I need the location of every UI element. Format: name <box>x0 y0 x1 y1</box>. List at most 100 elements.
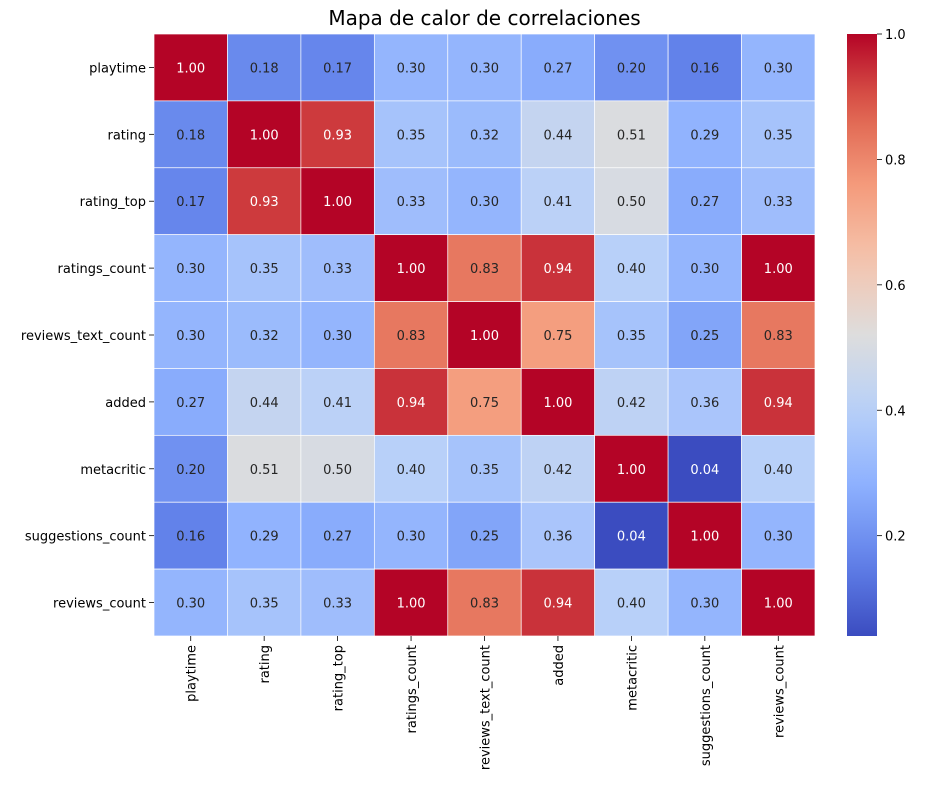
cell-value-label-7-5: 0.36 <box>543 530 572 545</box>
heatmap-cell-2-1 <box>227 167 302 236</box>
heatmap-cell-7-4 <box>447 501 522 570</box>
heatmap-cell-5-7 <box>667 368 742 436</box>
heatmap-cell-5-5 <box>520 368 596 436</box>
heatmap-cell-1-5 <box>520 100 596 169</box>
cell-value-label-0-4: 0.30 <box>470 61 499 76</box>
cell-value-label-0-8: 0.30 <box>764 61 793 76</box>
heatmap-cell-3-0 <box>153 234 228 302</box>
heatmap-cell-1-0 <box>153 100 228 169</box>
heatmap-cell-1-3 <box>373 100 449 169</box>
cell-value-label-6-4: 0.35 <box>470 463 499 478</box>
colorbar-tick-label-3: 0.8 <box>885 153 906 168</box>
colorbar-tick-label-2: 0.6 <box>885 279 906 294</box>
heatmap-cell-2-6 <box>594 167 669 236</box>
cell-value-label-4-2: 0.30 <box>323 329 352 344</box>
column-label-reviews_text_count: reviews_text_count <box>479 645 494 770</box>
cell-value-label-2-0: 0.17 <box>176 195 205 210</box>
heatmap-cell-0-1 <box>227 33 302 102</box>
cell-value-label-0-1: 0.18 <box>250 61 279 76</box>
row-label-playtime: playtime <box>89 61 146 76</box>
cell-value-label-5-1: 0.44 <box>250 396 279 411</box>
cell-value-label-2-6: 0.50 <box>617 195 646 210</box>
heatmap-cell-2-0 <box>153 167 228 236</box>
heatmap-cell-8-3 <box>373 568 449 637</box>
heatmap-cell-5-4 <box>447 368 522 436</box>
column-label-added: added <box>552 645 567 686</box>
cell-value-label-2-8: 0.33 <box>764 195 793 210</box>
heatmap-cell-5-1 <box>227 368 302 436</box>
heatmap-cell-7-6 <box>594 501 669 570</box>
heatmap-cell-8-5 <box>520 568 596 637</box>
cell-value-label-2-3: 0.33 <box>397 195 426 210</box>
cell-value-label-3-3: 1.00 <box>397 262 426 277</box>
row-label-rating_top: rating_top <box>80 195 146 210</box>
cell-value-label-1-7: 0.29 <box>690 128 719 143</box>
row-label-ratings_count: ratings_count <box>58 262 146 277</box>
row-label-reviews_text_count: reviews_text_count <box>21 329 146 344</box>
cell-value-label-5-2: 0.41 <box>323 396 352 411</box>
colorbar-gradient <box>847 34 877 636</box>
heatmap-cell-7-3 <box>373 501 449 570</box>
heatmap-cell-4-3 <box>373 301 449 369</box>
cell-value-label-8-0: 0.30 <box>176 597 205 612</box>
cell-value-label-2-5: 0.41 <box>543 195 572 210</box>
cell-value-label-1-0: 0.18 <box>176 128 205 143</box>
cell-value-label-3-1: 0.35 <box>250 262 279 277</box>
cell-value-label-6-8: 0.40 <box>764 463 793 478</box>
cell-value-label-6-7: 0.04 <box>690 463 719 478</box>
cell-value-label-1-2: 0.93 <box>323 128 352 143</box>
cell-value-label-1-1: 1.00 <box>250 128 279 143</box>
column-label-playtime: playtime <box>185 645 200 702</box>
cell-value-label-8-6: 0.40 <box>617 597 646 612</box>
column-label-ratings_count: ratings_count <box>405 645 420 733</box>
cell-value-label-4-8: 0.83 <box>764 329 793 344</box>
chart-title: Mapa de calor de correlaciones <box>328 6 640 30</box>
heatmap-cell-3-1 <box>227 234 302 302</box>
heatmap-cell-4-5 <box>520 301 596 369</box>
cell-value-label-6-1: 0.51 <box>250 463 279 478</box>
heatmap-cell-1-8 <box>741 100 816 169</box>
heatmap-cell-3-7 <box>667 234 742 302</box>
heatmap-cell-4-6 <box>594 301 669 369</box>
heatmap-cell-0-3 <box>373 33 449 102</box>
cell-value-label-7-8: 0.30 <box>764 530 793 545</box>
cell-value-label-8-4: 0.83 <box>470 597 499 612</box>
cell-value-label-5-0: 0.27 <box>176 396 205 411</box>
cell-value-label-3-0: 0.30 <box>176 262 205 277</box>
cell-value-label-1-6: 0.51 <box>617 128 646 143</box>
cell-value-label-6-3: 0.40 <box>397 463 426 478</box>
cell-value-label-1-5: 0.44 <box>543 128 572 143</box>
cell-value-label-2-4: 0.30 <box>470 195 499 210</box>
heatmap-cell-2-3 <box>373 167 449 236</box>
heatmap-cell-6-1 <box>227 434 302 503</box>
column-label-suggestions_count: suggestions_count <box>699 645 714 766</box>
cell-value-label-4-5: 0.75 <box>543 329 572 344</box>
row-label-reviews_count: reviews_count <box>53 597 146 612</box>
cell-value-label-4-1: 0.32 <box>250 329 279 344</box>
heatmap-cell-1-6 <box>594 100 669 169</box>
cell-value-label-3-7: 0.30 <box>690 262 719 277</box>
heatmap-cell-3-3 <box>373 234 449 302</box>
heatmap-cell-6-0 <box>153 434 228 503</box>
heatmap-cell-6-7 <box>667 434 742 503</box>
cell-value-label-0-7: 0.16 <box>690 61 719 76</box>
heatmap-cell-4-0 <box>153 301 228 369</box>
column-label-metacritic: metacritic <box>625 645 640 711</box>
colorbar-tick-label-1: 0.4 <box>885 404 906 419</box>
heatmap-cell-1-2 <box>300 100 375 169</box>
cell-value-label-7-4: 0.25 <box>470 530 499 545</box>
row-label-added: added <box>105 396 146 411</box>
cell-value-label-4-4: 1.00 <box>470 329 499 344</box>
cell-value-label-6-6: 1.00 <box>617 463 646 478</box>
heatmap-cell-0-4 <box>447 33 522 102</box>
heatmap-cell-4-8 <box>741 301 816 369</box>
cell-value-label-0-6: 0.20 <box>617 61 646 76</box>
heatmap-cell-6-2 <box>300 434 375 503</box>
heatmap-cell-5-0 <box>153 368 228 436</box>
column-label-rating_top: rating_top <box>332 645 347 711</box>
heatmap-cell-8-6 <box>594 568 669 637</box>
cell-value-label-7-2: 0.27 <box>323 530 352 545</box>
cell-value-label-5-3: 0.94 <box>397 396 426 411</box>
row-tick-labels: playtime rating rating_top ratings_countrev… <box>21 61 154 612</box>
